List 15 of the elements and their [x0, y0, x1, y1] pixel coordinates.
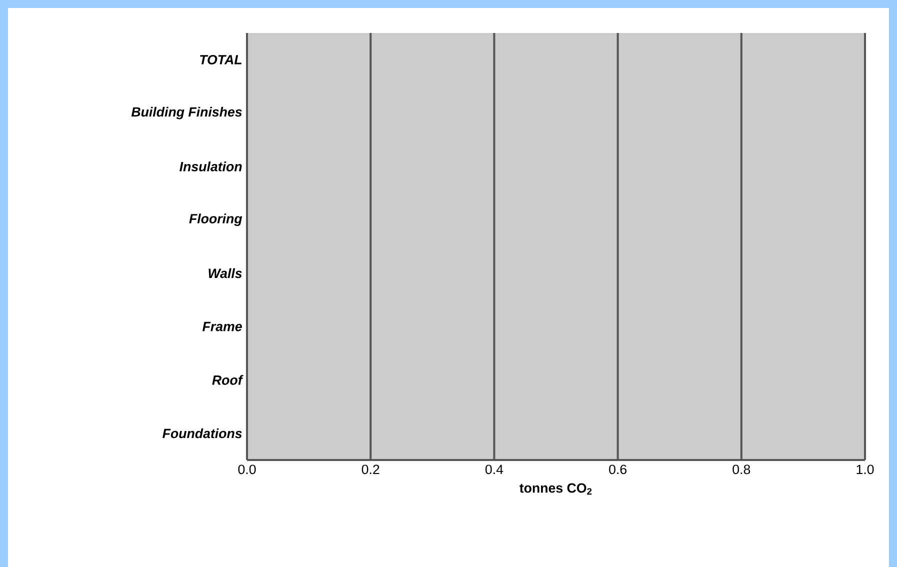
y-tick-label: Insulation: [180, 162, 242, 172]
x-tick-label: 1.0: [856, 464, 874, 474]
y-tick-label: Flooring: [189, 214, 242, 226]
y-tick-label: Building Finishes: [131, 106, 242, 120]
y-tick-label: Walls: [208, 268, 242, 278]
y-tick-label: Frame: [202, 322, 242, 332]
x-tick-label: 0.2: [362, 464, 380, 474]
y-tick-label: Foundations: [162, 428, 242, 438]
x-axis-title: tonnes CO$_{2}$: [520, 483, 592, 495]
x-tick-label: 0.0: [238, 464, 256, 474]
x-tick-label: 0.8: [732, 464, 750, 474]
x-tick-label: 0.4: [485, 464, 504, 474]
x-tick-label: 0.6: [609, 464, 626, 474]
y-tick-label: Roof: [212, 375, 244, 385]
y-tick-label: TOTAL: [200, 54, 242, 64]
